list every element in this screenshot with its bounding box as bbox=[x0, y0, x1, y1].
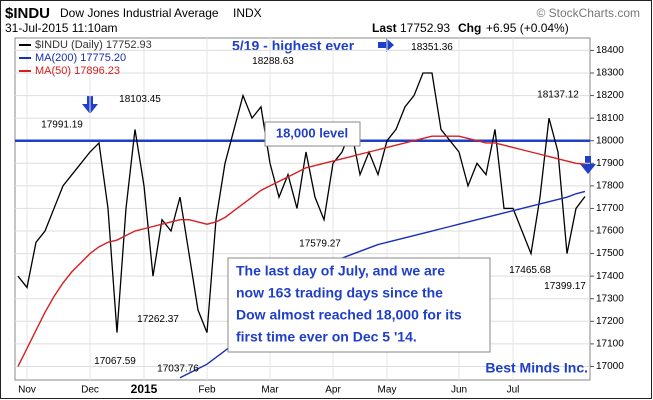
note-line: Dow almost reached 18,000 for its bbox=[236, 307, 462, 323]
last-label: Last bbox=[372, 21, 397, 35]
y-tick-label: 17400 bbox=[596, 271, 624, 282]
price-label: 18103.45 bbox=[119, 94, 161, 105]
y-tick-label: 17100 bbox=[596, 339, 624, 350]
y-tick-label: 17600 bbox=[596, 226, 624, 237]
series-line bbox=[17, 135, 586, 367]
legend-label: MA(200) 17775.20 bbox=[35, 52, 126, 64]
price-label: 17037.76 bbox=[157, 364, 199, 375]
y-tick-label: 18200 bbox=[596, 90, 624, 101]
x-tick-label: Jun bbox=[451, 385, 467, 396]
x-tick-label: May bbox=[378, 385, 397, 396]
y-tick-label: 17000 bbox=[596, 361, 624, 372]
arrow bbox=[378, 38, 394, 52]
price-label: 18288.63 bbox=[252, 56, 294, 67]
price-label: 17067.59 bbox=[94, 356, 136, 367]
source: © StockCharts.com bbox=[536, 6, 640, 20]
chart-title: Dow Jones Industrial Average bbox=[60, 6, 219, 20]
arrow bbox=[580, 156, 596, 174]
x-tick-label: Mar bbox=[261, 385, 279, 396]
price-label: 17399.17 bbox=[544, 281, 586, 292]
note-line: The last day of July, and we are bbox=[236, 263, 445, 279]
price-label: 18351.36 bbox=[411, 42, 453, 53]
annotation: 5/19 - highest ever bbox=[232, 38, 355, 54]
y-tick-label: 18100 bbox=[596, 113, 624, 124]
change-value: +6.95 (+0.04%) bbox=[486, 21, 569, 35]
symbol: $INDU bbox=[5, 5, 50, 22]
x-tick-label: Jul bbox=[507, 385, 520, 396]
price-label: 17465.68 bbox=[509, 265, 551, 276]
exchange: INDX bbox=[233, 6, 262, 20]
y-tick-label: 17900 bbox=[596, 158, 624, 169]
note-line: first time ever on Dec 5 '14. bbox=[236, 329, 417, 345]
series-line bbox=[17, 72, 586, 333]
change-label: Chg bbox=[458, 21, 481, 35]
credit: Best Minds Inc. bbox=[485, 360, 588, 376]
y-tick-label: 17500 bbox=[596, 248, 624, 259]
note-line: now 163 trading days since the bbox=[236, 285, 443, 301]
x-tick-label: Nov bbox=[18, 385, 36, 396]
y-tick-label: 18000 bbox=[596, 135, 624, 146]
x-tick-label: Feb bbox=[198, 385, 216, 396]
y-tick-label: 17700 bbox=[596, 203, 624, 214]
timestamp: 31-Jul-2015 11:10am bbox=[5, 21, 118, 35]
x-tick-label: Dec bbox=[81, 385, 99, 396]
y-tick-label: 17200 bbox=[596, 316, 624, 327]
price-label: 18137.12 bbox=[537, 89, 579, 100]
x-tick-label: 2015 bbox=[131, 382, 158, 396]
y-tick-label: 17800 bbox=[596, 181, 624, 192]
price-label: 17579.27 bbox=[299, 238, 341, 249]
level-box bbox=[264, 121, 361, 147]
level-label: 18,000 level bbox=[276, 125, 348, 140]
price-label: 17262.37 bbox=[137, 314, 179, 325]
note-box bbox=[227, 257, 491, 353]
y-tick-label: 17300 bbox=[596, 293, 624, 304]
x-tick-label: Apr bbox=[325, 385, 341, 396]
y-tick-label: 18300 bbox=[596, 68, 624, 79]
price-label: 17991.19 bbox=[41, 119, 83, 130]
legend-label: MA(50) 17896.23 bbox=[35, 65, 120, 77]
last-value: 17752.93 bbox=[400, 21, 450, 35]
y-tick-label: 18400 bbox=[596, 45, 624, 56]
legend-label: $INDU (Daily) 17752.93 bbox=[35, 39, 152, 51]
